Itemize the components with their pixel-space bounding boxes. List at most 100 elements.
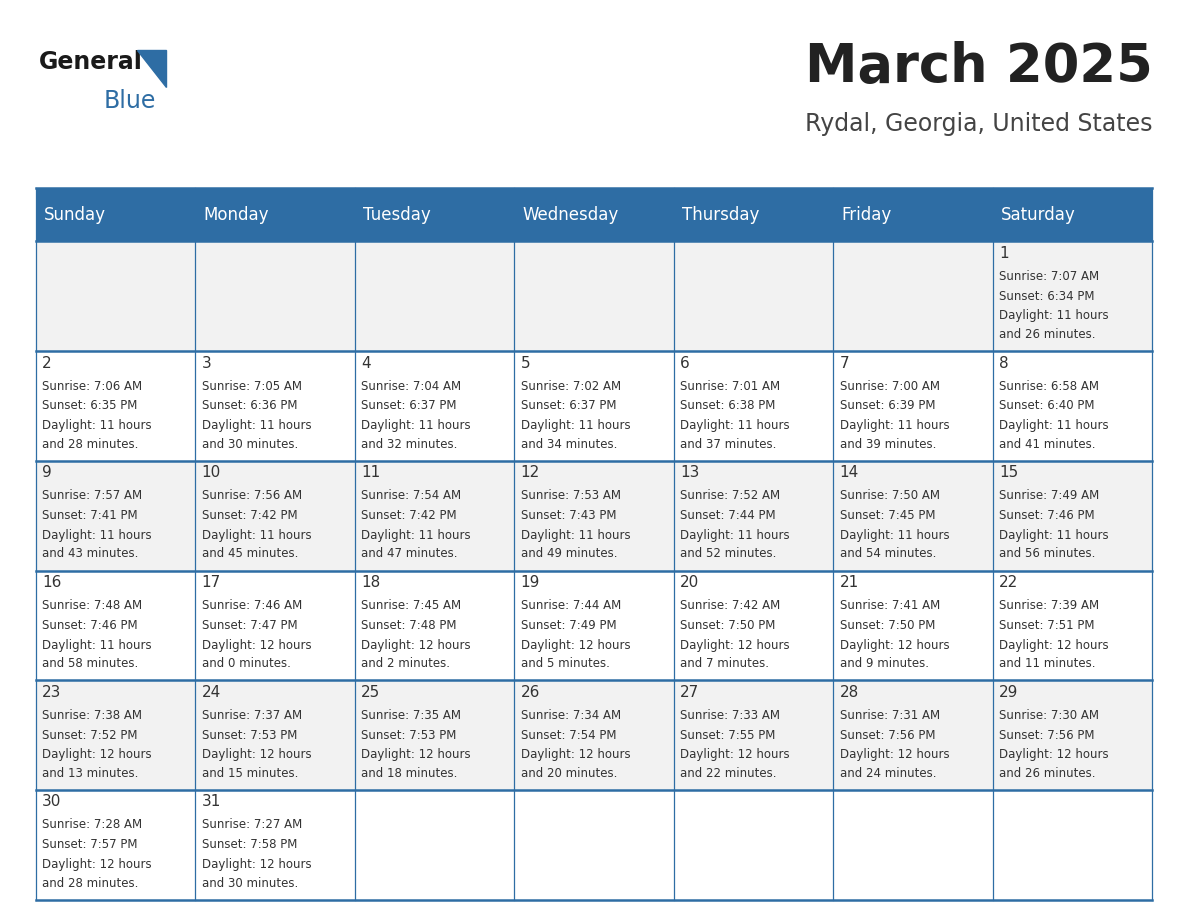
Text: Daylight: 11 hours: Daylight: 11 hours	[42, 639, 152, 652]
Text: 21: 21	[840, 575, 859, 590]
Text: 12: 12	[520, 465, 539, 480]
Text: Sunset: 7:53 PM: Sunset: 7:53 PM	[361, 729, 456, 742]
Bar	[993, 241, 1152, 352]
Text: 5: 5	[520, 355, 530, 371]
Text: and 52 minutes.: and 52 minutes.	[681, 547, 777, 561]
Text: Sunset: 7:47 PM: Sunset: 7:47 PM	[202, 619, 297, 632]
Text: 2: 2	[42, 355, 51, 371]
Text: 30: 30	[42, 794, 62, 810]
Bar	[674, 789, 833, 900]
Text: and 41 minutes.: and 41 minutes.	[999, 438, 1095, 451]
Text: 13: 13	[681, 465, 700, 480]
Text: Sunrise: 6:58 AM: Sunrise: 6:58 AM	[999, 380, 1099, 393]
Text: Sunset: 6:38 PM: Sunset: 6:38 PM	[681, 399, 776, 412]
Text: Sunrise: 7:45 AM: Sunrise: 7:45 AM	[361, 599, 461, 612]
Text: Sunrise: 7:39 AM: Sunrise: 7:39 AM	[999, 599, 1099, 612]
Text: Sunrise: 7:07 AM: Sunrise: 7:07 AM	[999, 270, 1099, 283]
Text: and 7 minutes.: and 7 minutes.	[681, 657, 769, 670]
Text: 10: 10	[202, 465, 221, 480]
Text: 1: 1	[999, 246, 1009, 261]
Bar	[36, 461, 195, 570]
Text: Sunset: 7:52 PM: Sunset: 7:52 PM	[42, 729, 138, 742]
Text: 29: 29	[999, 685, 1018, 700]
Text: and 9 minutes.: and 9 minutes.	[840, 657, 929, 670]
Bar	[833, 680, 993, 789]
Text: 26: 26	[520, 685, 541, 700]
Text: 17: 17	[202, 575, 221, 590]
Text: Daylight: 11 hours: Daylight: 11 hours	[999, 529, 1108, 542]
Text: 28: 28	[840, 685, 859, 700]
Text: Daylight: 11 hours: Daylight: 11 hours	[361, 420, 470, 432]
Text: Sunset: 7:53 PM: Sunset: 7:53 PM	[202, 729, 297, 742]
Text: 11: 11	[361, 465, 380, 480]
Text: Daylight: 11 hours: Daylight: 11 hours	[202, 529, 311, 542]
Text: Daylight: 12 hours: Daylight: 12 hours	[520, 748, 631, 761]
Text: Daylight: 12 hours: Daylight: 12 hours	[361, 748, 470, 761]
Bar	[355, 188, 514, 241]
Text: and 28 minutes.: and 28 minutes.	[42, 877, 138, 890]
Text: and 30 minutes.: and 30 minutes.	[202, 877, 298, 890]
Bar	[36, 570, 195, 680]
Bar	[36, 241, 195, 352]
Bar	[355, 241, 514, 352]
Text: 7: 7	[840, 355, 849, 371]
Text: 6: 6	[681, 355, 690, 371]
Text: Daylight: 12 hours: Daylight: 12 hours	[999, 748, 1108, 761]
Text: Sunrise: 7:42 AM: Sunrise: 7:42 AM	[681, 599, 781, 612]
Text: 20: 20	[681, 575, 700, 590]
Text: 3: 3	[202, 355, 211, 371]
Text: Sunrise: 7:05 AM: Sunrise: 7:05 AM	[202, 380, 302, 393]
Bar	[195, 789, 355, 900]
Text: 14: 14	[840, 465, 859, 480]
Text: Sunrise: 7:41 AM: Sunrise: 7:41 AM	[840, 599, 940, 612]
Text: Sunday: Sunday	[44, 206, 106, 224]
Bar	[195, 241, 355, 352]
Text: Daylight: 12 hours: Daylight: 12 hours	[202, 748, 311, 761]
Text: Tuesday: Tuesday	[362, 206, 430, 224]
Text: Rydal, Georgia, United States: Rydal, Georgia, United States	[804, 112, 1152, 136]
Text: Sunset: 7:42 PM: Sunset: 7:42 PM	[202, 509, 297, 522]
Text: Sunrise: 7:54 AM: Sunrise: 7:54 AM	[361, 489, 461, 502]
Text: Sunrise: 7:49 AM: Sunrise: 7:49 AM	[999, 489, 1099, 502]
Text: 8: 8	[999, 355, 1009, 371]
Text: Sunrise: 7:48 AM: Sunrise: 7:48 AM	[42, 599, 143, 612]
Bar	[355, 789, 514, 900]
Text: Daylight: 12 hours: Daylight: 12 hours	[202, 858, 311, 871]
Bar	[993, 680, 1152, 789]
Text: and 26 minutes.: and 26 minutes.	[999, 767, 1095, 780]
Text: Sunset: 7:50 PM: Sunset: 7:50 PM	[681, 619, 776, 632]
Text: Daylight: 12 hours: Daylight: 12 hours	[42, 858, 152, 871]
Text: Sunset: 7:55 PM: Sunset: 7:55 PM	[681, 729, 776, 742]
Text: Wednesday: Wednesday	[523, 206, 619, 224]
Bar	[514, 789, 674, 900]
Text: Sunrise: 7:31 AM: Sunrise: 7:31 AM	[840, 709, 940, 722]
Text: Sunset: 7:54 PM: Sunset: 7:54 PM	[520, 729, 617, 742]
Text: Sunset: 7:48 PM: Sunset: 7:48 PM	[361, 619, 456, 632]
Text: and 5 minutes.: and 5 minutes.	[520, 657, 609, 670]
Text: Sunrise: 7:52 AM: Sunrise: 7:52 AM	[681, 489, 781, 502]
Text: Sunrise: 7:30 AM: Sunrise: 7:30 AM	[999, 709, 1099, 722]
Bar	[195, 680, 355, 789]
Bar	[674, 680, 833, 789]
Text: and 49 minutes.: and 49 minutes.	[520, 547, 617, 561]
Text: and 56 minutes.: and 56 minutes.	[999, 547, 1095, 561]
Text: Sunrise: 7:35 AM: Sunrise: 7:35 AM	[361, 709, 461, 722]
Text: and 11 minutes.: and 11 minutes.	[999, 657, 1095, 670]
Bar	[674, 352, 833, 461]
Text: Sunset: 7:45 PM: Sunset: 7:45 PM	[840, 509, 935, 522]
Bar	[514, 352, 674, 461]
Text: Daylight: 11 hours: Daylight: 11 hours	[361, 529, 470, 542]
Text: Sunrise: 7:02 AM: Sunrise: 7:02 AM	[520, 380, 621, 393]
Text: Sunrise: 7:01 AM: Sunrise: 7:01 AM	[681, 380, 781, 393]
Text: and 2 minutes.: and 2 minutes.	[361, 657, 450, 670]
Bar	[674, 241, 833, 352]
Text: Sunset: 7:56 PM: Sunset: 7:56 PM	[999, 729, 1094, 742]
Bar	[993, 188, 1152, 241]
Bar	[993, 461, 1152, 570]
Text: Sunrise: 7:28 AM: Sunrise: 7:28 AM	[42, 819, 143, 832]
Text: Daylight: 12 hours: Daylight: 12 hours	[681, 748, 790, 761]
Text: and 26 minutes.: and 26 minutes.	[999, 328, 1095, 341]
Text: Daylight: 11 hours: Daylight: 11 hours	[520, 420, 631, 432]
Text: Daylight: 12 hours: Daylight: 12 hours	[520, 639, 631, 652]
Bar	[355, 570, 514, 680]
